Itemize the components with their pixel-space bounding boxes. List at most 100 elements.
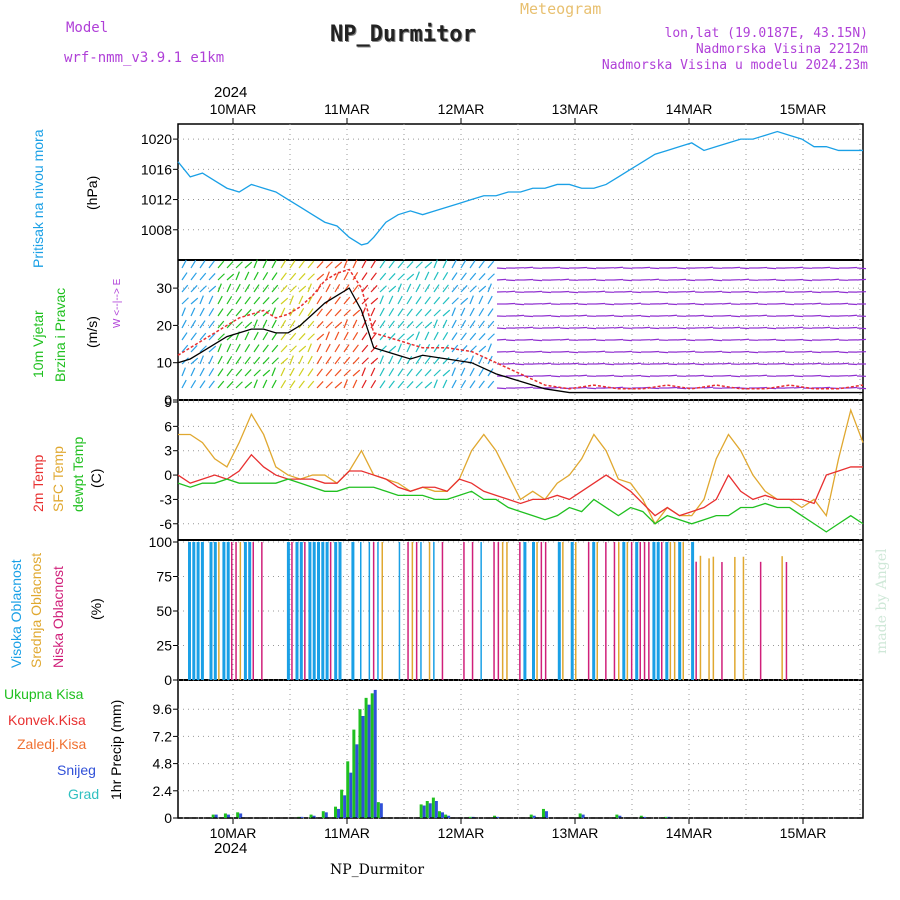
wind-arrow <box>253 369 261 377</box>
wind-arrow <box>190 357 199 365</box>
cloud-bar <box>523 542 527 680</box>
wind-arrow <box>370 297 379 305</box>
wind-arrow <box>334 271 340 281</box>
cloud-bar <box>656 542 660 680</box>
wind-arrow <box>694 363 705 366</box>
wind-arrow <box>262 297 270 305</box>
wind-arrow <box>406 295 413 305</box>
cloud-bar <box>493 542 495 680</box>
wind-arrow <box>217 260 225 269</box>
cloud-bar <box>643 542 646 680</box>
wind-arrow <box>388 355 394 365</box>
wind-arrow <box>496 338 507 341</box>
cloud-bar <box>781 556 783 680</box>
wind-arrow <box>253 284 260 293</box>
y-tick-label: -3 <box>160 491 173 507</box>
wind-arrow <box>235 271 240 281</box>
wind-arrow <box>775 290 786 293</box>
wind-arrow <box>307 320 315 329</box>
cloud-bar <box>200 542 204 680</box>
date-tick-bottom: 11MAR <box>324 825 370 841</box>
wind-arrow <box>280 332 287 341</box>
wind-arrow <box>451 259 457 269</box>
wind-arrow <box>415 331 420 341</box>
wind-arrow <box>388 285 397 293</box>
wind-arrow <box>415 296 422 305</box>
wind-arrow <box>181 284 189 293</box>
wind-arrow <box>208 273 216 281</box>
cloud-bar <box>630 542 633 680</box>
wind-arrow <box>739 338 750 341</box>
wind-arrow <box>802 350 813 353</box>
precip-bar-snow <box>618 815 622 818</box>
wind-arrow <box>640 375 651 378</box>
wind-arrow <box>190 332 197 341</box>
wind-arrow <box>442 379 448 389</box>
wind-arrow <box>397 380 405 389</box>
wind-arrow <box>406 273 415 281</box>
wind-arrow <box>181 319 187 329</box>
precip-bar-snow <box>642 816 646 818</box>
wind-arrow <box>199 355 204 365</box>
wind-arrow <box>442 369 451 377</box>
wind-arrow <box>523 326 534 329</box>
wind-arrow <box>361 367 366 377</box>
precip-bar-total <box>529 814 533 818</box>
wind-arrow <box>271 332 278 341</box>
cloud-bar <box>239 542 242 680</box>
wind-arrow <box>253 259 258 269</box>
wind-arrow <box>217 295 223 305</box>
wind-arrow <box>271 367 276 377</box>
wind-arrow <box>343 319 348 329</box>
wind-arrow <box>568 302 579 305</box>
wind-arrow <box>748 351 759 354</box>
wind-arrow <box>469 307 475 317</box>
wind-arrow <box>397 320 405 329</box>
wind-arrow <box>334 261 343 269</box>
precip-bar-snow <box>343 795 347 818</box>
wind-arrow <box>523 386 534 389</box>
wind-arrow <box>721 302 732 305</box>
wind-arrow <box>838 291 849 294</box>
wind-arrow <box>199 307 205 317</box>
wind-arrow <box>298 307 305 317</box>
wind-arrow <box>784 374 795 377</box>
y-tick-label: 1008 <box>141 222 172 238</box>
wind-arrow <box>757 374 768 377</box>
wind-arrow <box>361 357 369 365</box>
wind-arrow <box>586 387 597 390</box>
wind-arrow <box>406 261 414 269</box>
wind-arrow <box>280 259 287 269</box>
wind-arrow <box>190 379 197 389</box>
wind-arrow <box>658 291 669 294</box>
wind-arrow <box>244 343 251 353</box>
wind-arrow <box>586 338 597 341</box>
y-tick-label: -6 <box>160 516 173 532</box>
wind-arrow <box>424 356 431 365</box>
wind-arrow <box>226 283 232 293</box>
wind-arrow <box>496 278 507 281</box>
wind-arrow <box>397 283 402 293</box>
wind-arrow <box>685 290 696 293</box>
precip-bar-snow <box>434 801 438 818</box>
wind-arrow <box>424 331 430 341</box>
wind-arrow <box>208 367 215 377</box>
wind-arrow <box>397 295 403 305</box>
y-tick-label: 25 <box>156 638 172 654</box>
wind-arrow <box>451 272 458 281</box>
wind-arrow <box>658 351 669 354</box>
wind-arrow <box>226 273 235 281</box>
wind-arrow <box>226 261 234 269</box>
wind-arrow <box>478 307 485 317</box>
wind-arrow <box>190 367 196 377</box>
wind-arrow <box>469 295 474 305</box>
wind-arrow <box>289 345 297 353</box>
wind-arrow <box>217 380 225 389</box>
precip-bar-total <box>639 815 643 818</box>
precip-bar-total <box>211 814 215 818</box>
footer-station: NP_Durmitor <box>330 862 425 878</box>
wind-arrow <box>181 307 186 317</box>
wind-arrow <box>379 345 387 353</box>
wind-arrow <box>208 320 215 329</box>
wind-arrow <box>379 295 384 305</box>
